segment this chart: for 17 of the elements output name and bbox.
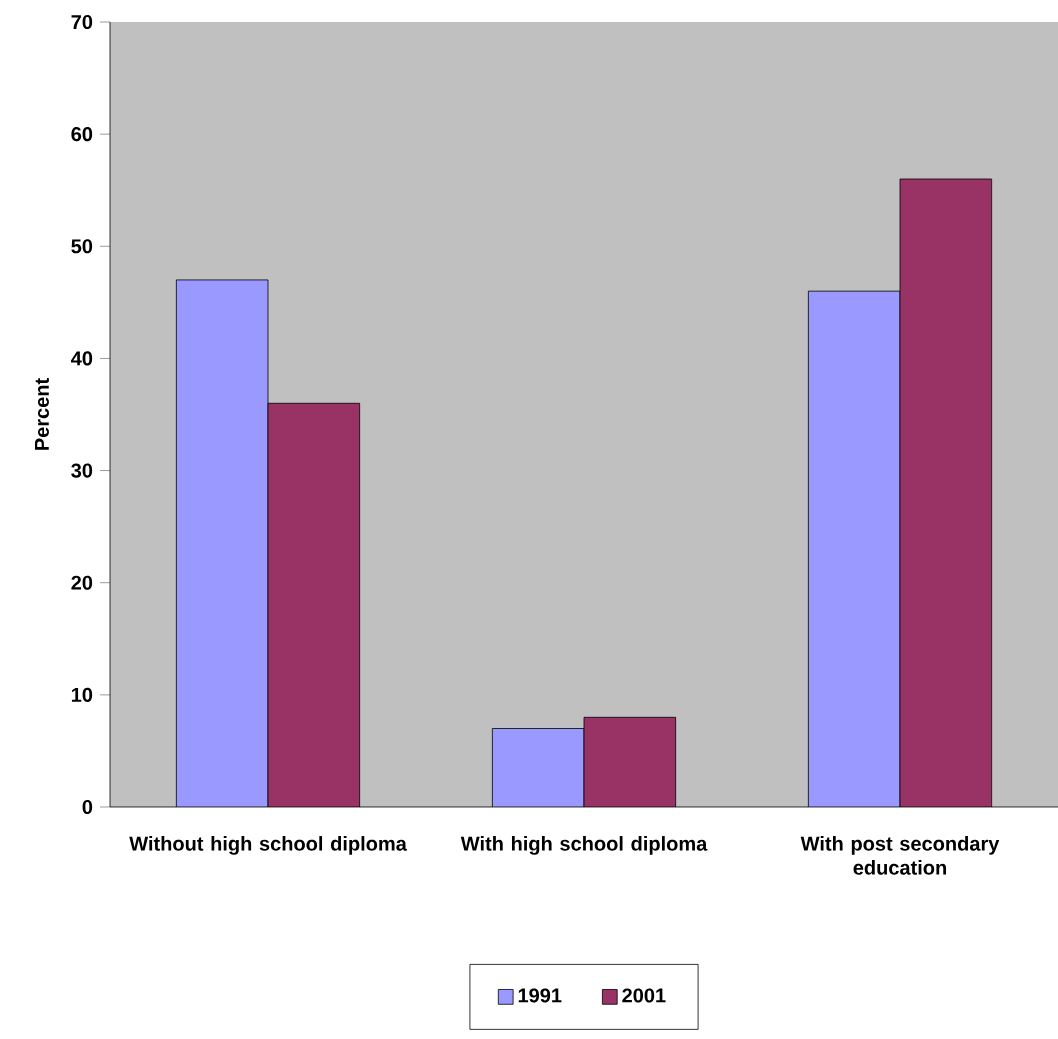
y-tick-label: 30 bbox=[71, 463, 93, 478]
x-tick-label: With post secondary education bbox=[800, 836, 1000, 875]
y-tick-label: 10 bbox=[71, 687, 93, 702]
x-tick-label: Without high school diploma bbox=[129, 836, 407, 855]
legend-label: 1991 bbox=[518, 988, 562, 1003]
y-tick-label: 60 bbox=[71, 127, 93, 142]
x-tick-label: With high school diploma bbox=[460, 836, 708, 855]
bar bbox=[584, 717, 676, 807]
y-tick-label: 70 bbox=[71, 14, 93, 30]
y-tick-label: 40 bbox=[71, 351, 93, 366]
bar bbox=[268, 403, 360, 807]
y-tick-label: 50 bbox=[71, 239, 93, 254]
y-tick-label: 0 bbox=[82, 799, 93, 815]
legend-label: 2001 bbox=[622, 988, 666, 1003]
y-tick-label: 20 bbox=[71, 575, 93, 590]
y-axis-title: Percent bbox=[34, 378, 49, 450]
bar bbox=[899, 178, 993, 807]
